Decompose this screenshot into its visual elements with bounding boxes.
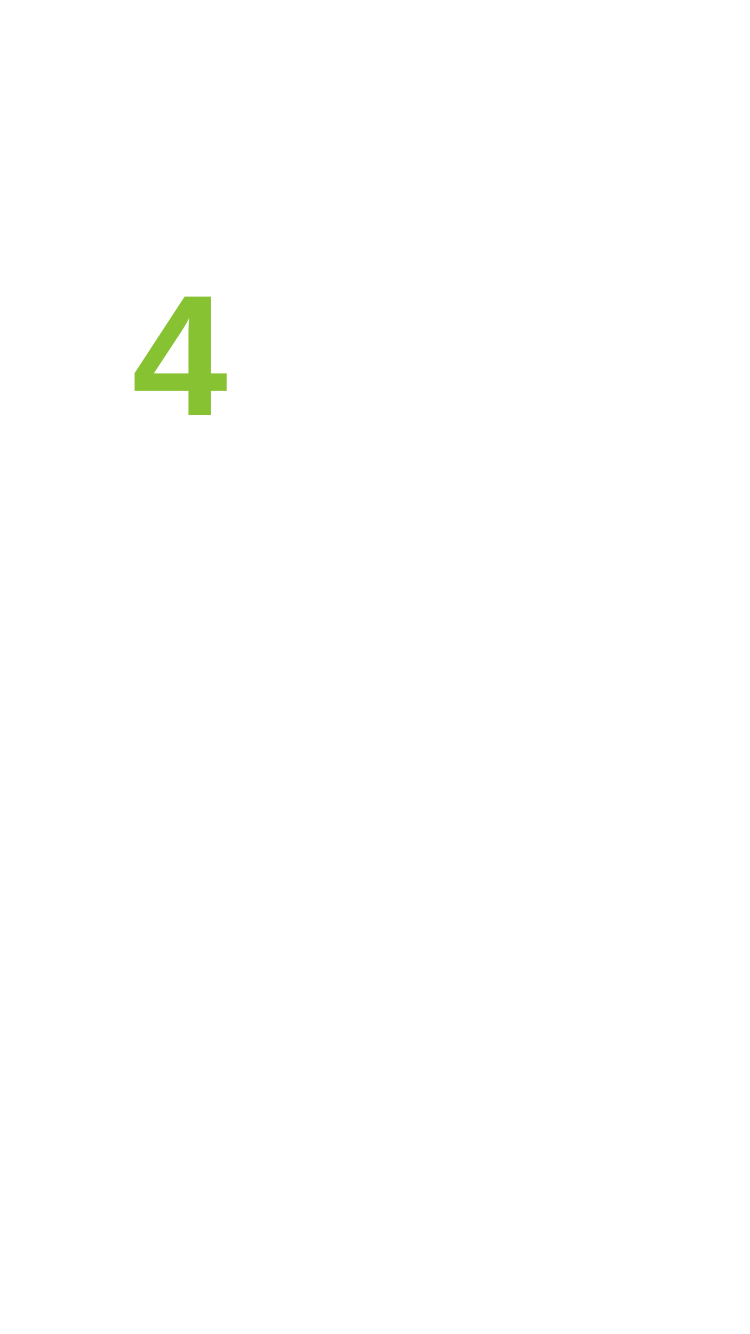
step-number: 4 — [132, 260, 228, 452]
